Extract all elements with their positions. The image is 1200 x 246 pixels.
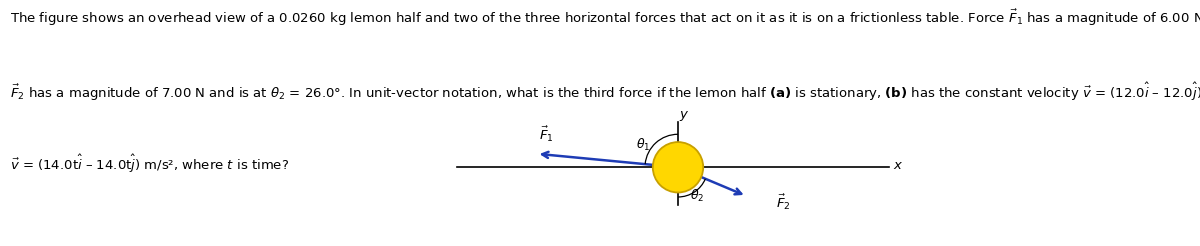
Text: x: x xyxy=(893,159,901,172)
Text: $\vec{F}_2$: $\vec{F}_2$ xyxy=(776,192,791,212)
Text: The figure shows an overhead view of a 0.0260 kg lemon half and two of the three: The figure shows an overhead view of a 0… xyxy=(10,7,1200,28)
Ellipse shape xyxy=(653,142,703,192)
Text: $\vec{v}$ = (14.0t$\hat{i}$ – 14.0t$\hat{j}$) m/s², where $t$ is time?: $\vec{v}$ = (14.0t$\hat{i}$ – 14.0t$\hat… xyxy=(10,153,289,175)
Text: $\vec{F}_1$: $\vec{F}_1$ xyxy=(539,124,553,144)
Text: $\theta_1$: $\theta_1$ xyxy=(636,137,650,154)
Text: $\theta_2$: $\theta_2$ xyxy=(690,188,704,204)
Text: $\vec{F}_2$ has a magnitude of 7.00 N and is at $\theta_2$ = 26.0°. In unit-vect: $\vec{F}_2$ has a magnitude of 7.00 N an… xyxy=(10,81,1200,103)
Text: y: y xyxy=(679,108,686,121)
